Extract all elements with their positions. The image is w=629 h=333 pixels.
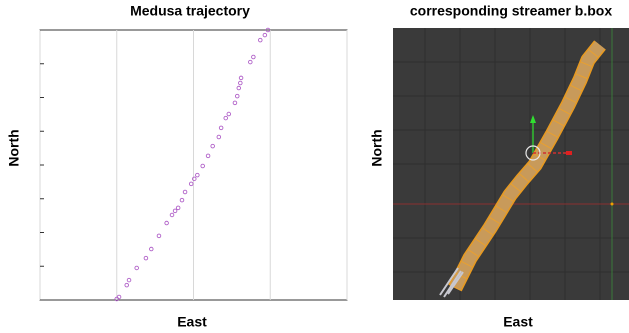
x-axis-label: East (177, 314, 207, 330)
chart-title: Medusa trajectory (130, 3, 250, 19)
viewport (393, 28, 629, 300)
viewport-title: corresponding streamer b.box (410, 3, 612, 19)
figure: Medusa trajectory East North correspondi… (0, 0, 629, 333)
y-axis-label: North (6, 129, 22, 166)
viewport-x-label: East (503, 314, 533, 330)
page: Medusa trajectory East North correspondi… (0, 0, 629, 333)
viewport-y-label: North (369, 129, 385, 166)
